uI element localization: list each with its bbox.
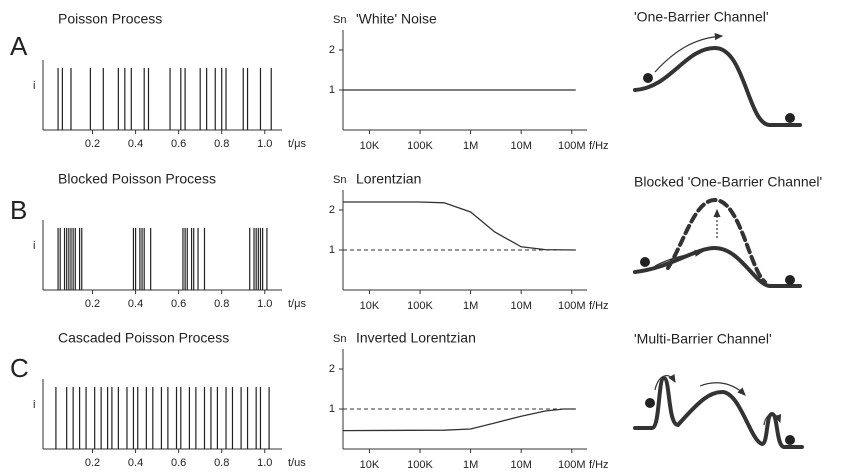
x-tick-label: 0.4 [128,298,143,310]
y-tick-label: 1 [329,403,335,415]
x-tick-label: 100K [407,140,433,152]
row-letter: A [10,31,28,61]
x-tick-label: 10M [510,459,531,471]
y-tick-label: 2 [329,363,335,375]
x-tick-label: 100M [558,459,586,471]
x-tick-label: 1M [463,140,478,152]
y-tick-label: 2 [329,204,335,216]
x-axis-label: f/Hz [589,300,609,312]
x-tick-label: 10K [360,300,380,312]
y-axis-label: Sn [333,174,346,186]
x-tick-label: 0.2 [85,298,100,310]
chart-title: Blocked Poisson Process [58,171,216,187]
x-tick-label: 0.4 [128,457,143,469]
x-tick-label: 0.8 [214,138,229,150]
chart-title: Inverted Lorentzian [356,330,476,346]
x-tick-label: 0.2 [85,138,100,150]
y-tick-label: 1 [329,84,335,96]
y-axis-label: i [33,399,35,411]
chart-title: Cascaded Poisson Process [58,330,229,346]
y-axis-label: Sn [333,14,346,26]
y-tick-label: 1 [329,244,335,256]
blocked-barrier-diagram [633,197,802,288]
diagram-title: 'Multi-Barrier Channel' [634,331,772,347]
diagram-title: 'One-Barrier Channel' [634,9,769,25]
chart-title: Lorentzian [356,171,421,187]
chart-title: Poisson Process [58,11,162,27]
x-tick-label: 0.8 [214,298,229,310]
spectrum-line [343,201,576,251]
x-axis-label: f/Hz [589,140,609,152]
x-tick-label: 0.6 [171,457,186,469]
x-tick-label: 10K [360,140,380,152]
y-axis-label: i [33,80,35,92]
x-axis-label: t/μs [288,298,306,310]
barrier-diagram [633,32,802,127]
y-axis-label: Sn [333,333,346,345]
x-tick-label: 1.0 [257,138,272,150]
x-tick-label: 10K [360,459,380,471]
x-tick-label: 100M [558,140,586,152]
x-tick-label: 0.6 [171,298,186,310]
x-tick-label: 0.8 [214,457,229,469]
x-tick-label: 1M [463,300,478,312]
x-tick-label: 10M [510,300,531,312]
x-axis-label: t/μs [288,138,306,150]
x-tick-label: 0.2 [85,457,100,469]
x-axis-label: t/us [288,457,306,469]
diagram-title: Blocked 'One-Barrier Channel' [634,174,822,190]
y-axis-label: i [33,240,35,252]
row-letter: C [10,353,29,383]
x-tick-label: 10M [510,140,531,152]
multi-barrier-diagram [633,373,804,449]
spectrum-line [342,408,576,432]
chart-title: 'White' Noise [356,11,437,27]
row-letter: B [10,195,27,225]
x-tick-label: 0.6 [171,138,186,150]
x-tick-label: 100M [558,300,586,312]
x-tick-label: 1.0 [257,457,272,469]
x-tick-label: 1.0 [257,298,272,310]
y-tick-label: 2 [329,44,335,56]
x-tick-label: 100K [407,459,433,471]
x-axis-label: f/Hz [589,459,609,471]
x-tick-label: 1M [463,459,478,471]
x-tick-label: 0.4 [128,138,143,150]
x-tick-label: 100K [407,300,433,312]
